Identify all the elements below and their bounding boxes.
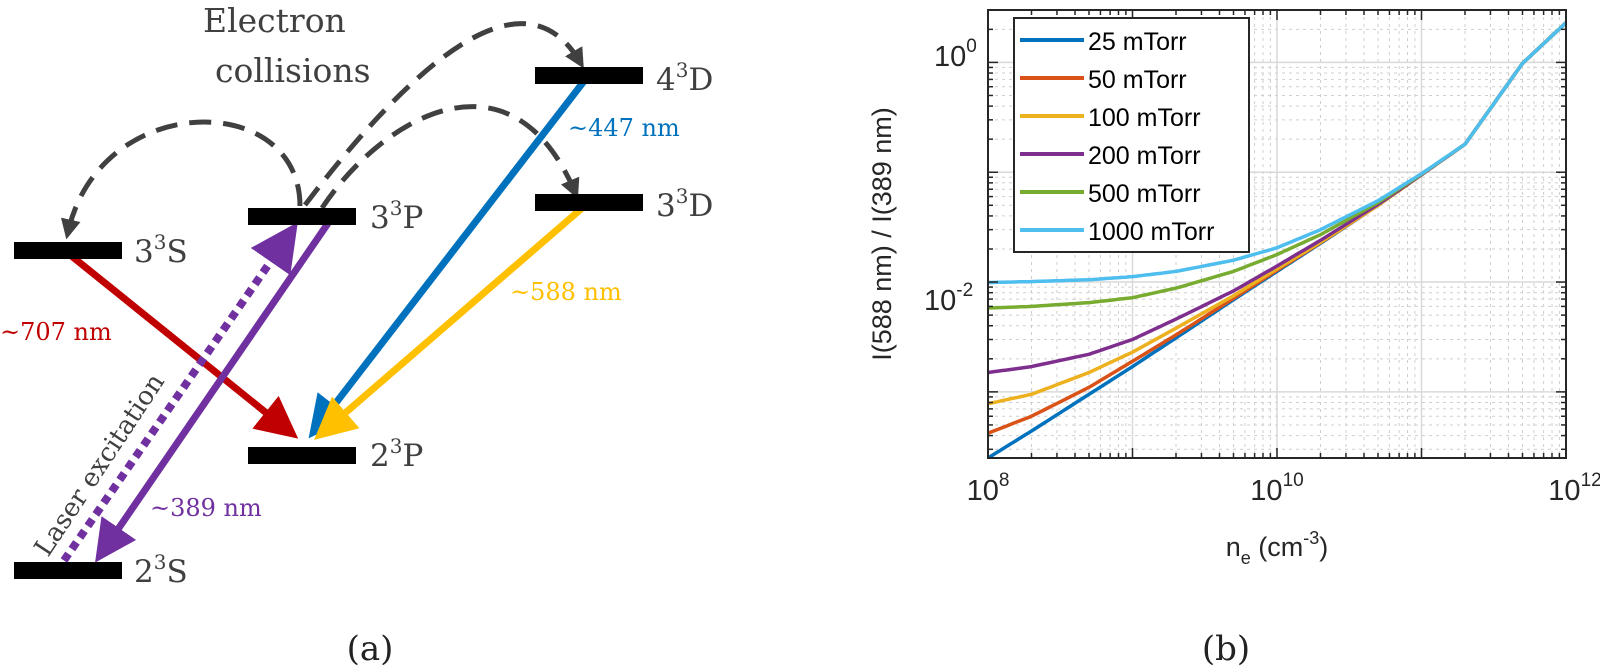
laser-excitation-label: Laser excitation: [29, 368, 171, 562]
transition-389-arrow: [95, 214, 336, 563]
legend-label: 25 mTorr: [1088, 28, 1187, 56]
line-chart: 108 1010 1012 10-2 100 ne (cm-3) I(588 n…: [867, 9, 1600, 669]
level-bar-3p: [248, 208, 356, 225]
level-label-2s: 23S: [134, 550, 188, 590]
legend-label: 50 mTorr: [1088, 66, 1187, 94]
collision-arc-3p-3s: [61, 119, 303, 240]
level-label-3d: 33D: [656, 184, 713, 224]
transition-447-arrow: [308, 73, 591, 439]
series-lines: [988, 21, 1566, 458]
y-tick-label: 100: [934, 36, 977, 73]
level-label-4d: 43D: [656, 58, 713, 98]
panel-a-caption: (a): [347, 629, 394, 669]
wavelength-label-707: ~707 nm: [0, 318, 112, 346]
wavelength-label-447: ~447 nm: [568, 114, 680, 142]
legend-label: 1000 mTorr: [1088, 218, 1214, 246]
legend: 25 mTorr 50 mTorr 100 mTorr 200 mTorr 50…: [1013, 17, 1250, 253]
legend-entry: 1000 mTorr: [1020, 218, 1214, 246]
level-bar-2s: [14, 562, 122, 579]
legend-label: 500 mTorr: [1088, 180, 1201, 208]
legend-label: 100 mTorr: [1088, 104, 1201, 132]
legend-entry: 200 mTorr: [1020, 142, 1201, 170]
legend-entry: 100 mTorr: [1020, 104, 1201, 132]
level-label-2p: 23P: [370, 434, 423, 474]
level-bar-3d: [535, 194, 643, 211]
level-bar-2p: [248, 447, 356, 464]
energy-level-diagram: 43D 33D 33P 33S 23P 23S ~447 nm ~588 nm …: [0, 1, 713, 669]
legend-entry: 500 mTorr: [1020, 180, 1201, 208]
level-label-3s: 33S: [134, 230, 188, 270]
y-tick-label: 10-2: [924, 280, 973, 317]
legend-entry: 50 mTorr: [1020, 66, 1187, 94]
electron-collisions-label-line1: Electron: [203, 1, 346, 40]
x-tick-label: 1010: [1250, 470, 1303, 507]
x-tick-label: 108: [967, 470, 1010, 507]
electron-collisions-label-line2: collisions: [215, 51, 371, 90]
level-bar-4d: [535, 67, 643, 84]
wavelength-label-389: ~389 nm: [150, 494, 262, 522]
legend-entry: 25 mTorr: [1020, 28, 1187, 56]
transition-588-arrow: [314, 200, 591, 440]
level-bar-3s: [14, 242, 122, 259]
collision-arc-3p-3d: [319, 104, 580, 210]
y-axis-label: I(588 nm) / I(389 nm): [867, 107, 897, 361]
collision-arc-3p-4d: [303, 21, 584, 207]
legend-box: [1013, 17, 1250, 253]
panel-b-caption: (b): [1202, 629, 1250, 669]
wavelength-label-588: ~588 nm: [510, 278, 622, 306]
transition-707-arrow: [61, 247, 299, 439]
axis-ticks: [987, 9, 1566, 458]
legend-label: 200 mTorr: [1088, 142, 1201, 170]
level-label-3p: 33P: [370, 196, 423, 236]
series-line-1000-mtorr: [988, 21, 1566, 285]
x-axis-label: ne (cm-3): [1226, 528, 1329, 568]
x-tick-label: 1012: [1548, 470, 1600, 507]
